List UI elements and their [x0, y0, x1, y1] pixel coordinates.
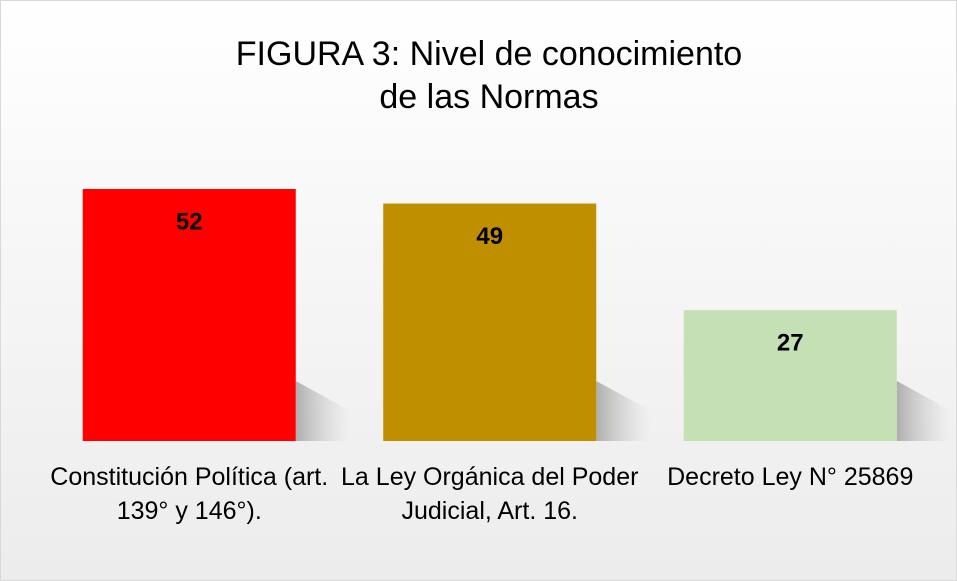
chart-title: FIGURA 3: Nivel de conocimiento de las N…: [235, 35, 743, 116]
bar-shadow: [596, 381, 652, 441]
bar: [383, 203, 597, 441]
x-tick-label: Decreto Ley N° 25869: [667, 463, 914, 491]
value-label: 52: [176, 208, 203, 235]
value-label: 49: [476, 223, 503, 250]
bar-shadow: [295, 381, 351, 441]
x-tick-label: Constitución Política (art. 139° y 146°)…: [50, 463, 329, 525]
bar: [82, 189, 296, 441]
value-label: 27: [777, 329, 804, 356]
bar-shadow: [896, 381, 952, 441]
x-tick-label: La Ley Orgánica del Poder Judicial, Art.…: [341, 463, 639, 525]
bar: [683, 310, 897, 441]
